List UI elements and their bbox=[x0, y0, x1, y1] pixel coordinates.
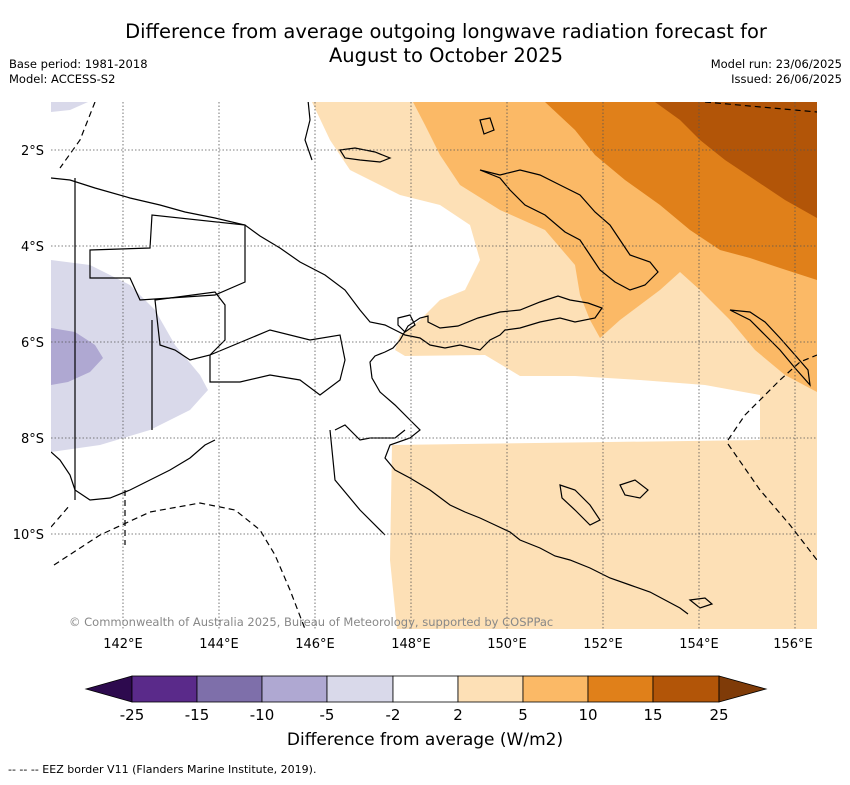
colorbar-segment bbox=[587, 675, 654, 703]
issued-date: Issued: 26/06/2025 bbox=[731, 71, 842, 86]
map-title: Difference from average outgoing longwav… bbox=[0, 20, 850, 68]
lat-label: 6°S bbox=[21, 336, 44, 351]
lat-label: 2°S bbox=[21, 144, 44, 159]
colorbar-segment bbox=[261, 675, 328, 703]
anomaly-shading bbox=[51, 102, 817, 629]
colorbar-tick: 25 bbox=[709, 706, 728, 724]
colorbar-tick: -2 bbox=[386, 706, 401, 724]
copyright-note: © Commonwealth of Australia 2025, Bureau… bbox=[69, 615, 553, 629]
lat-label: 4°S bbox=[21, 240, 44, 255]
lon-label: 156°E bbox=[773, 637, 813, 652]
anomaly-neg-2-5-region bbox=[51, 260, 208, 452]
coastlines bbox=[51, 102, 811, 615]
lon-label: 154°E bbox=[679, 637, 719, 652]
colorbar-segment bbox=[131, 675, 198, 703]
title-line-2: August to October 2025 bbox=[328, 44, 564, 67]
lat-labels: 2°S 4°S 6°S 8°S 10°S bbox=[13, 144, 44, 543]
base-period: Base period: 1981-2018 bbox=[9, 57, 148, 71]
meta-left: Base period: 1981-2018 Model: ACCESS-S2 bbox=[9, 57, 148, 86]
colorbar-tick: 5 bbox=[518, 706, 528, 724]
lat-label: 8°S bbox=[21, 432, 44, 447]
colorbar-tick: 2 bbox=[453, 706, 463, 724]
colorbar-tick: 15 bbox=[643, 706, 662, 724]
colorbar-segment bbox=[522, 675, 589, 703]
eez-borders bbox=[51, 102, 817, 629]
lon-label: 150°E bbox=[487, 637, 527, 652]
colorbar-tick: -10 bbox=[250, 706, 275, 724]
eez-footnote: -- -- -- EEZ border V11 (Flanders Marine… bbox=[8, 763, 317, 776]
colorbar-segment bbox=[392, 675, 459, 703]
colorbar-tick: -5 bbox=[320, 706, 335, 724]
lon-label: 144°E bbox=[199, 637, 239, 652]
colorbar bbox=[84, 675, 768, 703]
colorbar-segment bbox=[196, 675, 263, 703]
model-run: Model run: 23/06/2025 bbox=[710, 57, 842, 71]
colorbar-extend-low bbox=[84, 675, 133, 703]
lon-label: 142°E bbox=[103, 637, 143, 652]
lon-labels: 142°E 144°E 146°E 148°E 150°E 152°E 154°… bbox=[103, 637, 813, 652]
colorbar-segment bbox=[326, 675, 394, 703]
colorbar-tick: -15 bbox=[185, 706, 210, 724]
meta-right: Model run: 23/06/2025 Issued: 26/06/2025 bbox=[711, 57, 842, 86]
lon-label: 148°E bbox=[391, 637, 431, 652]
colorbar-ticks: -25 -15 -10 -5 -2 2 5 10 15 25 bbox=[120, 706, 729, 724]
lat-label: 10°S bbox=[13, 528, 44, 543]
colorbar-segment bbox=[457, 675, 524, 703]
lon-label: 146°E bbox=[295, 637, 335, 652]
title-line-1: Difference from average outgoing longwav… bbox=[125, 20, 767, 43]
colorbar-segment bbox=[652, 675, 720, 703]
graticule bbox=[51, 102, 817, 629]
anomaly-15-25-region bbox=[655, 102, 817, 218]
lon-label: 152°E bbox=[583, 637, 623, 652]
colorbar-tick: -25 bbox=[120, 706, 145, 724]
model-name: Model: ACCESS-S2 bbox=[9, 71, 116, 86]
colorbar-tick: 10 bbox=[578, 706, 597, 724]
colorbar-extend-high bbox=[718, 675, 768, 703]
colorbar-label: Difference from average (W/m2) bbox=[286, 730, 564, 750]
